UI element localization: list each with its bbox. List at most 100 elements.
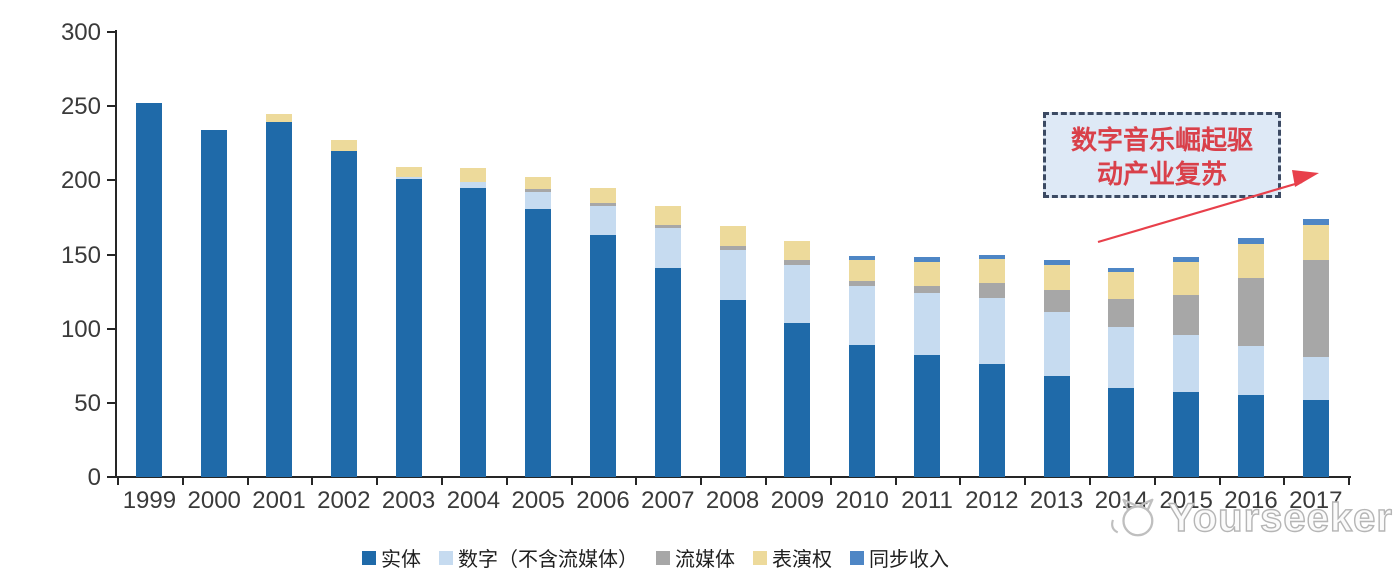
bar-segment-digital_excl_streaming: [1043, 312, 1070, 377]
bar-segment-performance_rights: [525, 177, 552, 190]
x-tick-mark: [1089, 477, 1091, 485]
bar-segment-digital_excl_streaming: [1173, 334, 1200, 393]
legend-item-streaming: 流媒体: [656, 543, 735, 572]
x-tick-mark: [635, 477, 638, 485]
bar-segment-streaming: [1108, 299, 1135, 328]
y-tick-label: 200: [60, 167, 101, 195]
y-tick-mark: [107, 476, 117, 478]
x-axis-label: 2013: [1029, 487, 1084, 514]
bar-segment-digital_excl_streaming: [914, 293, 940, 356]
legend: 实体 数字（不含流媒体） 流媒体 表演权 同步收入: [362, 543, 949, 572]
legend-swatch-synch: [850, 550, 864, 565]
y-tick-mark: [107, 401, 117, 404]
x-axis-line: [115, 476, 1351, 478]
x-axis-label: 2005: [511, 487, 565, 514]
bar-segment-digital_excl_streaming: [1302, 356, 1329, 400]
x-tick-mark: [1218, 477, 1221, 485]
bar-segment-performance_rights: [460, 168, 487, 182]
x-axis-label: 2014: [1094, 487, 1149, 514]
annotation-text-line2: 动产业复苏: [1096, 159, 1227, 189]
y-tick-label: 100: [60, 315, 101, 343]
legend-item-digital_excl_streaming: 数字（不含流媒体）: [439, 543, 638, 572]
y-tick-label: 50: [74, 389, 101, 417]
bar-segment-synch: [1173, 257, 1200, 262]
bar-segment-physical: [1173, 392, 1200, 477]
x-tick-mark: [829, 477, 832, 485]
bar-segment-streaming: [654, 224, 681, 228]
x-tick-mark: [570, 477, 573, 485]
x-tick-mark: [441, 477, 443, 485]
x-tick-mark: [117, 477, 119, 485]
x-axis-label: 2016: [1224, 487, 1278, 514]
bar-segment-digital_excl_streaming: [1108, 327, 1135, 388]
bar-segment-synch: [1238, 238, 1264, 245]
bar-segment-synch: [1108, 267, 1135, 273]
legend-swatch-performance_rights: [753, 550, 767, 565]
bar-segment-physical: [1302, 399, 1329, 477]
x-tick-mark: [700, 477, 703, 485]
bar-segment-physical: [330, 150, 357, 477]
bar-segment-streaming: [1043, 290, 1070, 313]
legend-label-performance_rights: 表演权: [772, 549, 832, 571]
bar-segment-streaming: [784, 260, 811, 265]
bar-segment-digital_excl_streaming: [719, 250, 746, 301]
bar-segment-streaming: [1173, 294, 1200, 335]
legend-swatch-physical: [362, 550, 376, 565]
y-tick-label: 250: [60, 93, 101, 121]
x-axis-label: 2001: [252, 487, 306, 514]
x-axis-label: 2011: [901, 487, 953, 514]
bar-segment-synch: [1043, 260, 1070, 265]
y-tick-label: 300: [60, 19, 101, 46]
bar-segment-digital_excl_streaming: [460, 181, 487, 188]
annotation-arrow: [1097, 170, 1319, 244]
y-tick-mark: [107, 327, 117, 330]
legend-label-digital_excl_streaming: 数字（不含流媒体）: [458, 549, 638, 571]
bar-segment-physical: [590, 235, 616, 477]
bar-segment-performance_rights: [978, 258, 1005, 283]
x-axis-label: 2017: [1289, 487, 1343, 514]
bar-segment-digital_excl_streaming: [590, 205, 616, 236]
bar-segment-streaming: [719, 245, 746, 251]
bar-segment-performance_rights: [1302, 224, 1329, 261]
bar-segment-streaming: [914, 285, 940, 294]
bar-segment-performance_rights: [395, 166, 422, 178]
bar-segment-physical: [395, 178, 422, 477]
bar-segment-digital_excl_streaming: [784, 264, 811, 323]
legend-item-physical: 实体: [362, 543, 421, 572]
bar-segment-performance_rights: [1043, 264, 1070, 291]
x-axis-label: 1999: [122, 487, 177, 514]
x-axis-label: 2004: [446, 487, 501, 514]
bar-segment-physical: [525, 208, 552, 477]
bar-segment-synch: [1302, 218, 1329, 225]
x-axis-label: 2006: [576, 487, 630, 514]
legend-label-streaming: 流媒体: [675, 549, 735, 571]
bar-segment-performance_rights: [654, 205, 681, 225]
y-tick-label: 0: [87, 464, 101, 491]
bar-segment-performance_rights: [914, 261, 940, 286]
bar-segment-physical: [849, 344, 876, 477]
x-axis-label: 2000: [187, 487, 241, 514]
legend-swatch-streaming: [656, 550, 670, 565]
bar-segment-physical: [201, 129, 228, 477]
bar-segment-performance_rights: [784, 241, 811, 261]
bar-segment-physical: [266, 122, 292, 477]
y-tick-label: 150: [60, 241, 101, 269]
x-axis-label: 2003: [381, 487, 436, 514]
bar-segment-performance_rights: [849, 260, 876, 282]
bar-segment-performance_rights: [330, 140, 357, 151]
bar-segment-streaming: [849, 281, 876, 286]
bar-segment-digital_excl_streaming: [654, 227, 681, 268]
x-axis-label: 2009: [770, 487, 825, 514]
y-tick-mark: [107, 179, 117, 182]
bar-segment-performance_rights: [719, 226, 746, 246]
bar-segment-digital_excl_streaming: [525, 192, 552, 209]
bar-segment-streaming: [590, 202, 616, 206]
bar-segment-performance_rights: [1238, 244, 1264, 279]
bar-segment-physical: [654, 267, 681, 477]
legend-item-performance_rights: 表演权: [753, 543, 832, 572]
bar-segment-physical: [784, 322, 811, 477]
bar-segment-physical: [1238, 395, 1264, 477]
bar-segment-performance_rights: [266, 113, 292, 123]
x-axis-label: 2007: [641, 487, 695, 514]
